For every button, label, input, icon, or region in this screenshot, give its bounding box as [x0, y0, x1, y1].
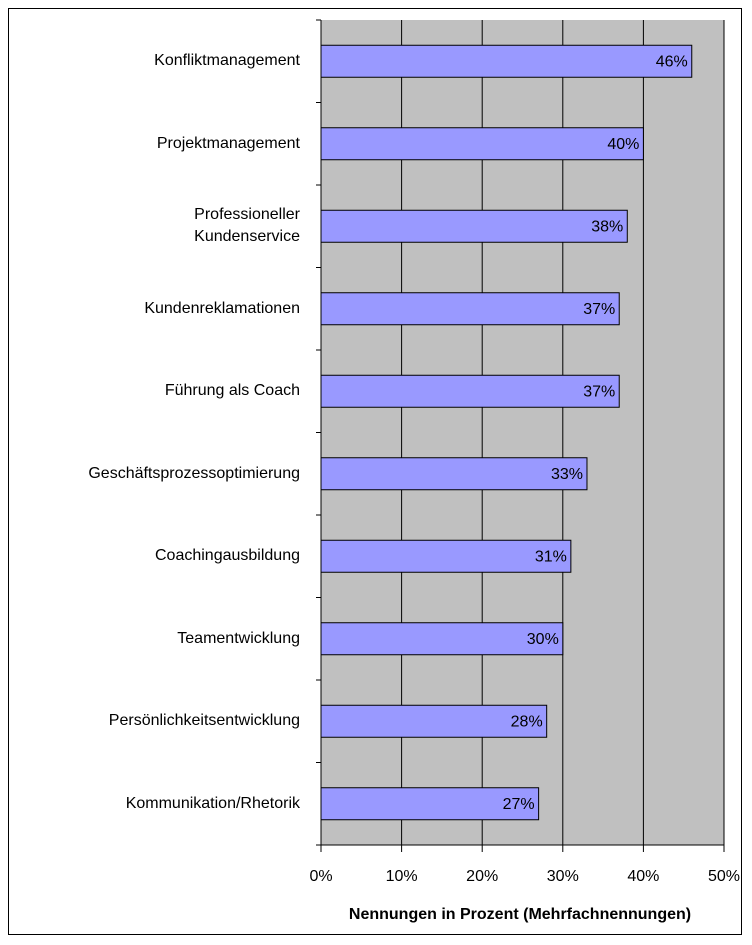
- x-tick-label: 0%: [309, 868, 332, 885]
- value-label: 46%: [656, 53, 688, 70]
- bar: [320, 787, 540, 821]
- y-tick-label: Kundenreklamationen: [144, 299, 300, 317]
- value-label: 38%: [591, 218, 623, 235]
- bar: [320, 622, 564, 656]
- x-tick-label: 40%: [627, 868, 659, 885]
- bar: [320, 127, 644, 161]
- value-label: 37%: [583, 383, 615, 400]
- value-label: 31%: [535, 548, 567, 565]
- y-tick-label: Geschäftsprozessoptimierung: [88, 464, 300, 482]
- bar: [320, 209, 628, 243]
- x-tick-label: 10%: [386, 868, 418, 885]
- value-label: 33%: [551, 466, 583, 483]
- bar: [320, 457, 588, 491]
- x-axis-title: Nennungen in Prozent (Mehrfachnennungen): [349, 906, 691, 923]
- bar: [320, 292, 620, 326]
- x-tick-label: 20%: [466, 868, 498, 885]
- value-label: 30%: [527, 631, 559, 648]
- bar: [320, 44, 693, 78]
- value-label: 27%: [503, 796, 535, 813]
- y-tick-label: Führung als Coach: [164, 382, 300, 400]
- value-label: 37%: [583, 301, 615, 318]
- value-label: 40%: [607, 136, 639, 153]
- value-label: 28%: [511, 713, 543, 730]
- bar: [320, 374, 620, 408]
- x-tick-label: 30%: [547, 868, 579, 885]
- y-tick-label: Coachingausbildung: [155, 547, 300, 565]
- bar: [320, 539, 572, 573]
- y-tick-label: Konfliktmanagement: [154, 52, 300, 70]
- x-tick-label: 50%: [708, 868, 740, 885]
- y-tick-label: Teamentwicklung: [177, 629, 300, 647]
- chart-frame: [8, 8, 742, 935]
- y-tick-label: Projektmanagement: [156, 134, 300, 152]
- bar: [320, 704, 548, 738]
- y-tick-label: Persönlichkeitsentwicklung: [108, 712, 300, 730]
- y-tick-label: Professioneller Kundenservice: [194, 206, 300, 246]
- y-tick-label: Kommunikation/Rhetorik: [125, 794, 300, 812]
